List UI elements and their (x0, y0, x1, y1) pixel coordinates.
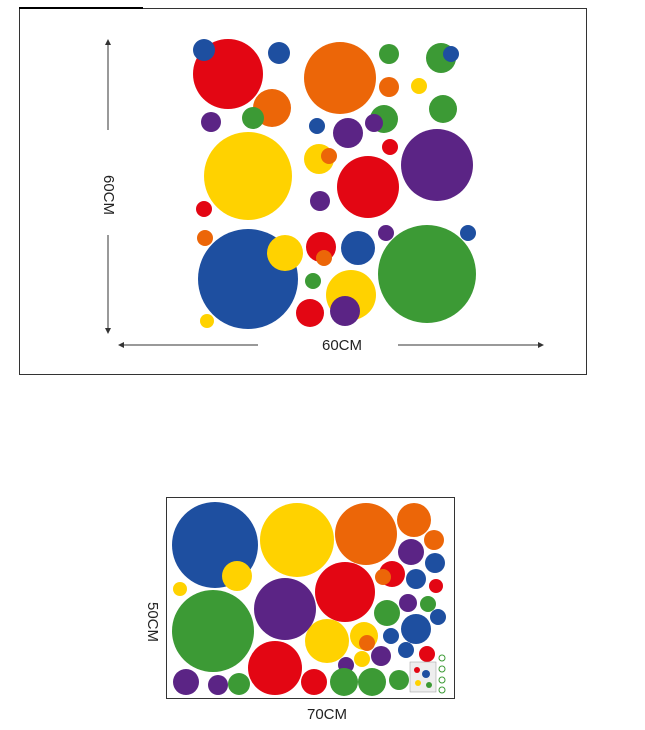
dot (425, 553, 445, 573)
dot (254, 578, 316, 640)
dot (337, 156, 399, 218)
dot (208, 675, 228, 695)
dot (460, 225, 476, 241)
dot (228, 673, 250, 695)
dot (383, 628, 399, 644)
dot (200, 314, 214, 328)
dot (335, 503, 397, 565)
dot (197, 230, 213, 246)
dot (333, 118, 363, 148)
dot (341, 231, 375, 265)
dot (193, 39, 215, 61)
dot (429, 579, 443, 593)
thumb-dot (422, 670, 430, 678)
dot-decals (193, 39, 476, 329)
dot (420, 596, 436, 612)
width-label: 70CM (307, 706, 347, 723)
dot (172, 590, 254, 672)
icon (438, 654, 446, 662)
dot (378, 225, 476, 323)
dot (173, 582, 187, 596)
dot (304, 42, 376, 114)
dot (268, 42, 290, 64)
dot (201, 112, 221, 132)
dot (321, 148, 337, 164)
dot (204, 132, 292, 220)
top-panel: 60CM 60CM (19, 7, 587, 375)
dot (365, 114, 383, 132)
dot (398, 539, 424, 565)
dot (242, 107, 264, 129)
dot (359, 635, 375, 651)
icon (438, 686, 446, 694)
dot (401, 614, 431, 644)
dot (330, 668, 358, 696)
dot (379, 77, 399, 97)
thumb-dot (426, 682, 432, 688)
dot (296, 299, 324, 327)
dot (330, 296, 360, 326)
icon (438, 676, 446, 684)
icon (438, 665, 446, 673)
dot (398, 642, 414, 658)
dot (382, 139, 398, 155)
dot (443, 46, 459, 62)
dot (315, 562, 375, 622)
dot (301, 669, 327, 695)
height-label: 60CM (100, 175, 117, 215)
dot (397, 503, 431, 537)
dot (429, 95, 457, 123)
dot (389, 670, 409, 690)
dot (424, 530, 444, 550)
dot (401, 129, 473, 201)
dot (419, 646, 435, 662)
dot (310, 191, 330, 211)
dot (248, 641, 302, 695)
dot (379, 44, 399, 64)
dot (316, 250, 332, 266)
thumb-dot (414, 667, 420, 673)
dot (411, 78, 427, 94)
height-label: 50CM (144, 602, 161, 642)
thumb-dot (415, 680, 421, 686)
dot (222, 561, 252, 591)
dot (305, 273, 321, 289)
dot (358, 668, 386, 696)
dot (371, 646, 391, 666)
dot (173, 669, 199, 695)
thumbnail (409, 654, 446, 694)
dot (406, 569, 426, 589)
dot (399, 594, 417, 612)
dot (375, 569, 391, 585)
thumbnail-frame (409, 661, 437, 693)
dot-decals (172, 502, 446, 696)
width-label: 60CM (322, 337, 362, 354)
dot (354, 651, 370, 667)
dot (260, 503, 334, 577)
dot (309, 118, 325, 134)
dot (374, 600, 400, 626)
bottom-panel: 50CM 70CM (144, 497, 455, 723)
dot (305, 619, 349, 663)
dot (267, 235, 303, 271)
dot (430, 609, 446, 625)
dot (196, 201, 212, 217)
dot (378, 225, 394, 241)
